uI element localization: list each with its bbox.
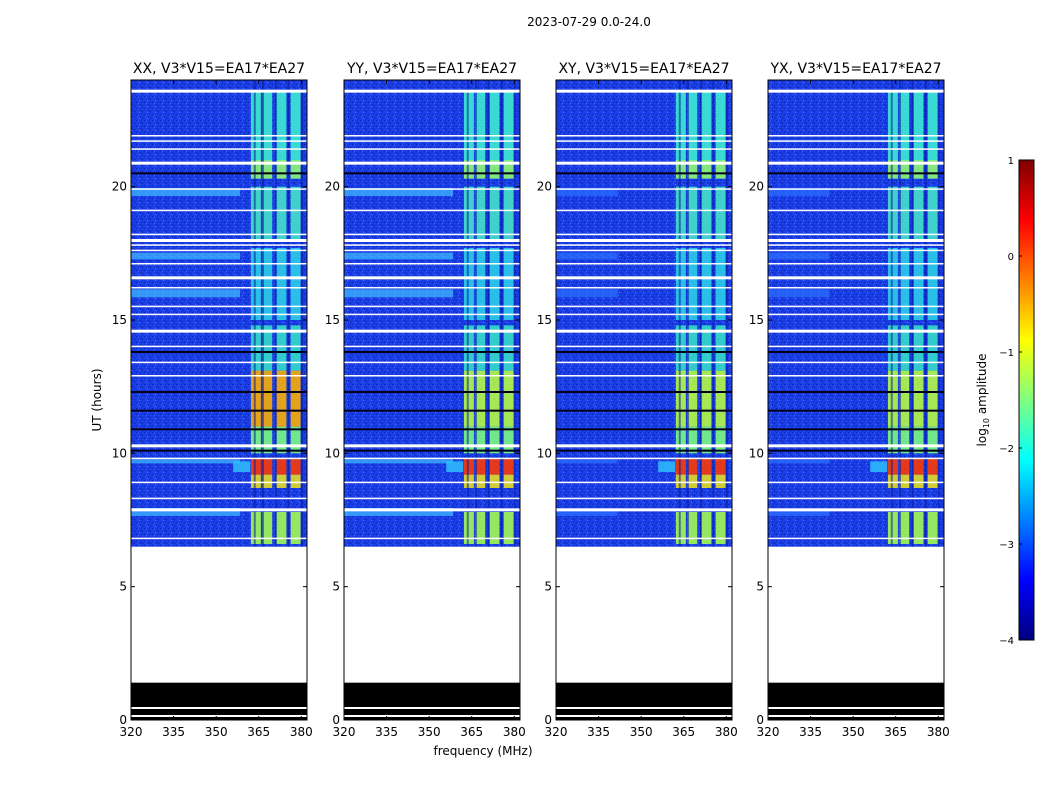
panel-title: XY, V3*V15=EA17*EA27 (558, 61, 729, 77)
heatmap-image (344, 80, 520, 720)
y-tick-label: 5 (332, 580, 340, 594)
x-tick-label: 365 (672, 725, 695, 739)
y-tick-label: 5 (119, 580, 127, 594)
y-tick-label: 15 (749, 313, 764, 327)
y-tick-label: 15 (537, 313, 552, 327)
x-tick-label: 320 (545, 725, 568, 739)
colorbar-tick-label: −1 (999, 348, 1014, 359)
x-tick-label: 335 (375, 725, 398, 739)
y-tick-label: 15 (325, 313, 340, 327)
x-tick-label: 380 (715, 725, 738, 739)
x-tick-label: 350 (630, 725, 653, 739)
x-tick-label: 365 (247, 725, 270, 739)
colorbar-label: log10 amplitude (975, 354, 991, 447)
x-axis-label: frequency (MHz) (433, 744, 532, 758)
colorbar-scale (1018, 159, 1035, 641)
x-tick-label: 350 (418, 725, 441, 739)
panel-xy: XY, V3*V15=EA17*EA27 320 335 350 365 380 0 5 10 1… (537, 61, 738, 739)
y-tick-label: 0 (756, 713, 764, 727)
panel-xx: XX, V3*V15=EA17*EA27 320 335 350 365 380 0 5 10 1… (112, 61, 313, 739)
panel-yx: YX, V3*V15=EA17*EA27 320 335 350 365 380 0 5 10 1… (749, 61, 950, 739)
x-tick-label: 320 (333, 725, 356, 739)
x-tick-label: 365 (884, 725, 907, 739)
colorbar-tick-label: −3 (999, 540, 1014, 551)
panel-yy: YY, V3*V15=EA17*EA27 320 335 350 365 380 0 5 10 1… (325, 61, 526, 739)
x-tick-label: 335 (799, 725, 822, 739)
y-tick-label: 20 (325, 180, 340, 194)
y-tick-label: 10 (749, 446, 764, 460)
x-tick-label: 365 (460, 725, 483, 739)
heatmap-image (131, 80, 307, 720)
x-tick-label: 380 (503, 725, 526, 739)
colorbar-tick-label: 1 (1008, 156, 1014, 167)
heatmap-image (768, 80, 944, 720)
y-tick-label: 5 (756, 580, 764, 594)
panel-frame (767, 79, 945, 721)
colorbar-tick-label: 0 (1008, 252, 1014, 263)
x-tick-label: 320 (757, 725, 780, 739)
x-tick-label: 380 (290, 725, 313, 739)
y-tick-label: 0 (544, 713, 552, 727)
panel-title: YY, V3*V15=EA17*EA27 (346, 61, 517, 77)
y-tick-label: 10 (325, 446, 340, 460)
panel-title: XX, V3*V15=EA17*EA27 (133, 61, 305, 77)
panel-frame (130, 79, 308, 721)
x-tick-label: 320 (120, 725, 143, 739)
y-tick-label: 5 (544, 580, 552, 594)
panel-frame (343, 79, 521, 721)
colorbar-tick-label: −2 (999, 444, 1014, 455)
figure-title: 2023-07-29 0.0-24.0 (527, 15, 651, 29)
x-tick-label: 350 (205, 725, 228, 739)
x-tick-label: 380 (927, 725, 950, 739)
x-tick-label: 350 (842, 725, 865, 739)
x-tick-label: 335 (162, 725, 185, 739)
panel-frame (555, 79, 733, 721)
y-tick-label: 20 (749, 180, 764, 194)
y-tick-label: 20 (537, 180, 552, 194)
y-tick-label: 10 (537, 446, 552, 460)
y-axis-label: UT (hours) (90, 368, 104, 431)
x-tick-label: 335 (587, 725, 610, 739)
y-tick-label: 10 (112, 446, 127, 460)
colorbar-tick-label: −4 (999, 636, 1014, 647)
colorbar: 1 0 −1 −2 −3 −4 log10 amplitude (975, 156, 1035, 647)
y-tick-label: 0 (119, 713, 127, 727)
y-tick-label: 0 (332, 713, 340, 727)
panel-title: YX, V3*V15=EA17*EA27 (769, 61, 941, 77)
y-tick-label: 20 (112, 180, 127, 194)
y-tick-label: 15 (112, 313, 127, 327)
heatmap-image (556, 80, 732, 720)
